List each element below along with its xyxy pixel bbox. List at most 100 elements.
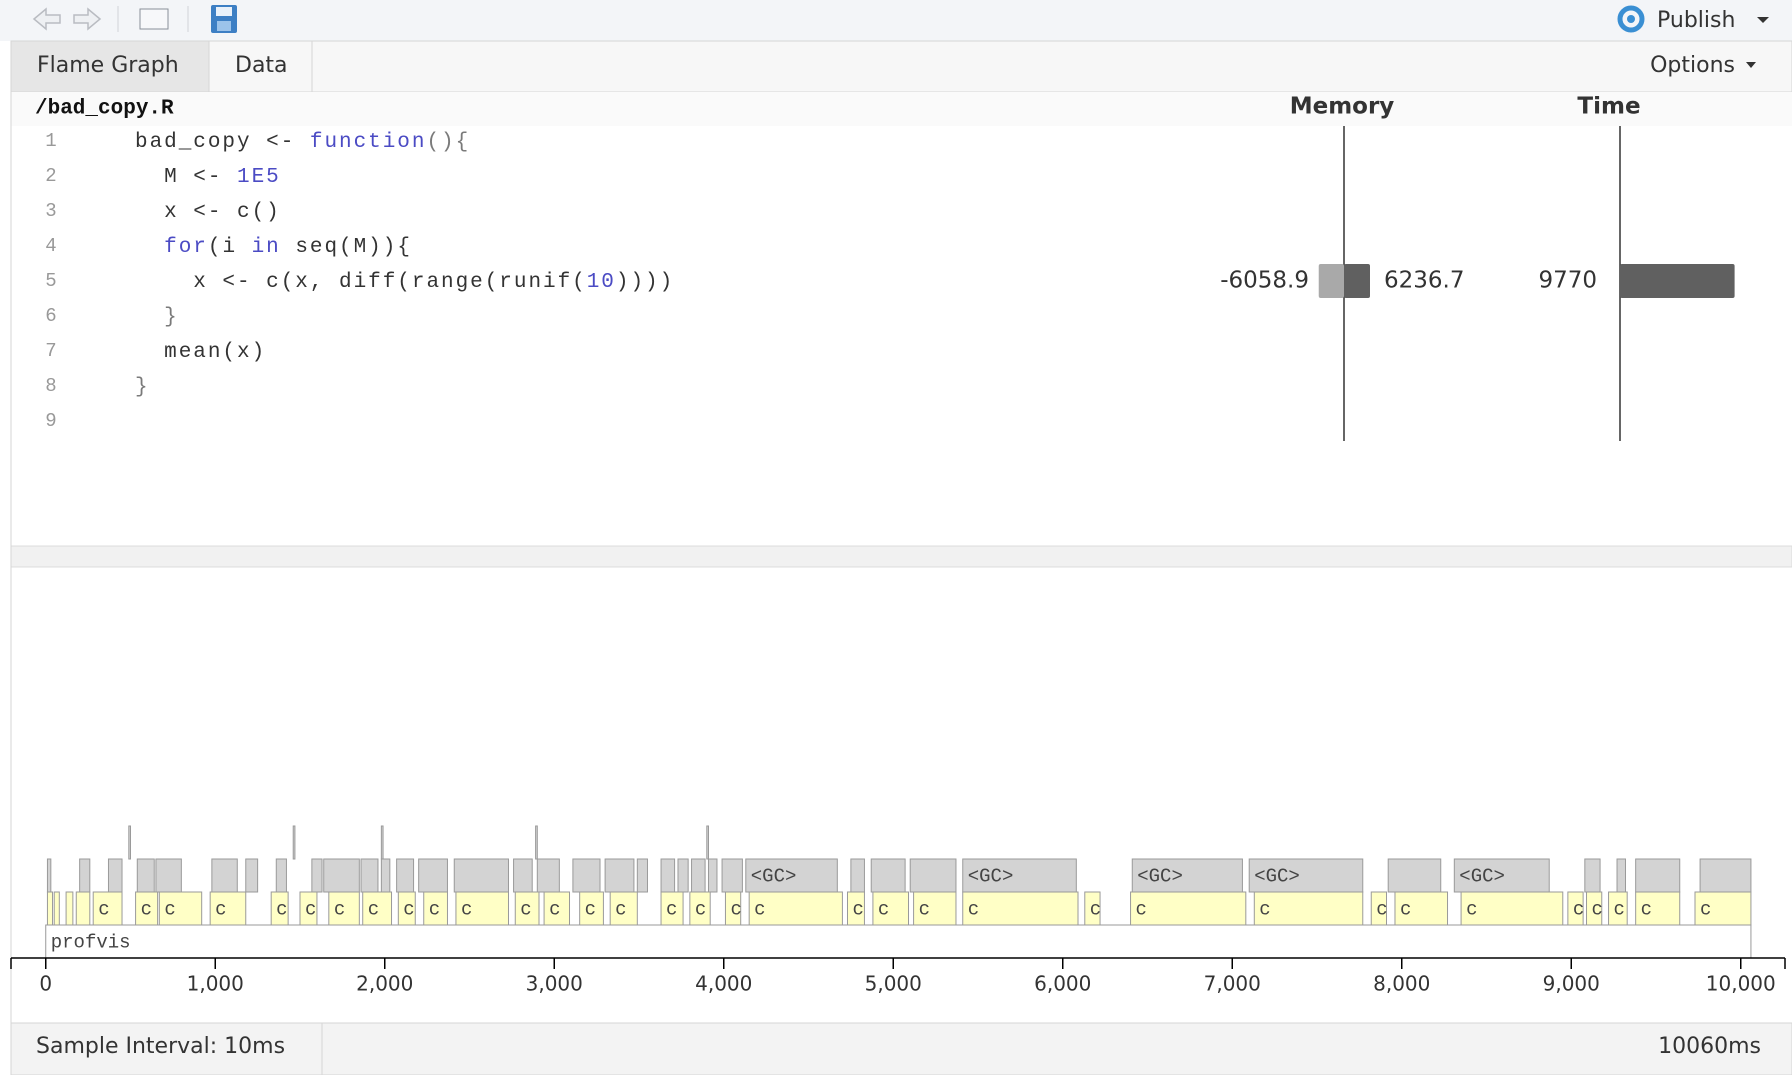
flame-block	[128, 825, 131, 860]
save-icon-part	[217, 21, 231, 31]
flame-block	[155, 858, 182, 893]
code-line: x <- c()	[135, 201, 281, 224]
footer	[10, 1022, 1792, 1075]
toolbar	[0, 0, 1792, 41]
flame-label: c	[520, 899, 531, 921]
memory-alloc-label: 6236.7	[1384, 268, 1464, 294]
time-header: Time	[1577, 94, 1640, 120]
time-bar	[1620, 264, 1735, 298]
flame-block	[46, 858, 52, 893]
flame-block	[453, 858, 509, 893]
code-line: M <- 1E5	[135, 166, 281, 189]
flame-label: c	[461, 899, 472, 921]
x-tick-label: 3,000	[526, 972, 583, 996]
flame-block	[707, 858, 718, 893]
line-number: 8	[45, 375, 56, 397]
flame-block	[380, 858, 391, 893]
line-number: 3	[45, 200, 56, 222]
flame-block	[380, 825, 384, 860]
flame-block	[46, 891, 54, 926]
flame-label: c	[1400, 899, 1411, 921]
tab-label[interactable]: Flame Graph	[37, 53, 179, 78]
flame-block	[706, 825, 709, 860]
flame-block	[872, 891, 910, 926]
options-menu[interactable]: Options	[1650, 53, 1735, 78]
line-number: 5	[45, 270, 56, 292]
flame-block	[328, 891, 360, 926]
options-arrow[interactable]	[1746, 62, 1756, 68]
flame-block	[870, 858, 906, 893]
flame-block	[1394, 891, 1449, 926]
line-number: 4	[45, 235, 56, 257]
code-line: x <- c(x, diff(range(runif(10))))	[135, 271, 674, 294]
line-number: 2	[45, 165, 56, 187]
code-token: for	[135, 236, 208, 259]
code-token: mean(x)	[135, 341, 266, 364]
line-number: 6	[45, 305, 56, 327]
publish-icon-dot	[1627, 15, 1635, 23]
flame-block	[211, 858, 238, 893]
flame-block	[1460, 891, 1564, 926]
flame-block	[604, 858, 635, 893]
flame-label: <GC>	[751, 866, 797, 888]
code-line: }	[135, 376, 150, 399]
publish-menu[interactable]	[1757, 17, 1769, 23]
x-tick-label: 2,000	[356, 972, 413, 996]
flame-block	[158, 891, 203, 926]
publish-icon[interactable]	[1617, 5, 1645, 33]
flame-block	[745, 858, 838, 893]
sample-interval: Sample Interval: 10ms	[36, 1034, 285, 1059]
flame-label: c	[730, 899, 741, 921]
flame-label: <GC>	[1459, 866, 1505, 888]
flame-block	[107, 858, 123, 893]
code-token: (){	[426, 131, 470, 154]
flame-block	[418, 858, 448, 893]
flame-label: c	[1614, 899, 1625, 921]
flame-block	[1130, 891, 1247, 926]
time-label: 9770	[1538, 268, 1597, 294]
flame-block	[1584, 858, 1601, 893]
flame-label: c	[878, 899, 889, 921]
code-token: x <- c()	[135, 201, 281, 224]
memory-freed-bar	[1318, 264, 1344, 298]
flame-label: c	[164, 899, 175, 921]
flame-label: c	[852, 899, 863, 921]
flame-label: c	[1466, 899, 1477, 921]
flame-block	[92, 891, 123, 926]
flame-label: c	[403, 899, 414, 921]
x-tick-label: 7,000	[1204, 972, 1261, 996]
flame-block	[748, 891, 843, 926]
tab-label[interactable]: Data	[235, 53, 288, 78]
flame-label: c	[305, 899, 316, 921]
flame-block	[513, 858, 533, 893]
code-token: ))))	[616, 271, 674, 294]
flame-label: c	[368, 899, 379, 921]
code-token: M <-	[135, 166, 237, 189]
publish-button[interactable]: Publish	[1657, 8, 1735, 33]
forward-button[interactable]	[73, 7, 102, 31]
flame-block	[311, 858, 323, 893]
tab[interactable]	[208, 40, 313, 93]
flame-block	[1248, 858, 1364, 893]
code-token: }	[135, 306, 179, 329]
flame-label: c	[334, 899, 345, 921]
popout-button[interactable]	[139, 8, 169, 30]
splitter[interactable]	[10, 545, 1792, 568]
flame-block	[360, 858, 379, 893]
code-token: x <- c(x, diff(range(runif(	[135, 271, 587, 294]
flame-label: c	[695, 899, 706, 921]
flame-label: c	[585, 899, 596, 921]
flame-label: <GC>	[968, 866, 1014, 888]
flame-block	[136, 858, 155, 893]
flame-label: c	[1136, 899, 1147, 921]
x-tick-label: 6,000	[1034, 972, 1091, 996]
flame-block	[572, 858, 601, 893]
flame-block	[677, 858, 689, 893]
flame-block	[962, 858, 1077, 893]
line-number: 9	[45, 410, 56, 432]
back-button[interactable]	[32, 7, 61, 31]
flame-block	[1453, 858, 1550, 893]
code-panel	[11, 92, 1792, 546]
x-tick-label: 1,000	[187, 972, 244, 996]
